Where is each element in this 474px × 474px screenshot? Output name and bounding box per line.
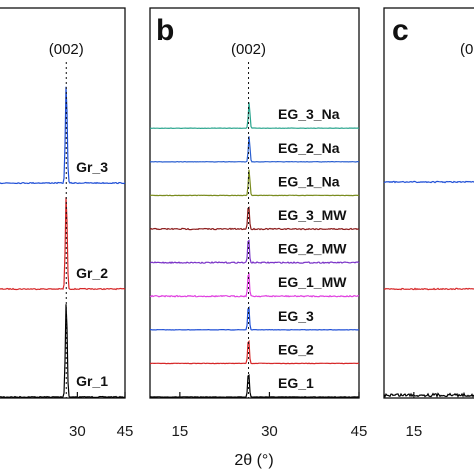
panel-c: (0 15 (383, 41, 474, 440)
peak-label-c: (0 (460, 41, 473, 58)
x-tick-label-b-30: 30 (261, 423, 278, 440)
series-label-EG_2: EG_2 (278, 341, 314, 357)
series-label-EG_3: EG_3 (278, 308, 314, 324)
panel-a-frame (0, 7, 126, 399)
series-label-EG_1_Na: EG_1_Na (278, 173, 340, 189)
series-line-c-0 (383, 391, 474, 399)
series-label-EG_2_MW: EG_2_MW (278, 241, 347, 257)
x-tick-label-a-45: 45 (117, 423, 134, 440)
series-line-Gr_1 (0, 304, 126, 399)
x-tick-label-b-15: 15 (172, 423, 189, 440)
panel-b-letter: b (156, 14, 174, 47)
panel-c-frame (383, 7, 474, 399)
series-line-EG_2_Na (150, 136, 360, 163)
series-line-EG_1_MW (149, 272, 360, 298)
series-line-c-2 (383, 180, 474, 184)
series-line-EG_2_MW (149, 239, 360, 265)
series-label-Gr_2: Gr_2 (76, 265, 108, 281)
series-line-EG_3_Na (149, 102, 360, 130)
peak-label-a: (002) (49, 41, 84, 58)
series-line-Gr_3 (0, 86, 126, 185)
panel-b: EG_1 EG_2 EG_3 EG_1_MW EG_2_MW EG_3_MW EG_1_Na… (149, 41, 368, 440)
x-tick-label-b-45: 45 (351, 423, 368, 440)
series-label-EG_2_Na: EG_2_Na (278, 140, 340, 156)
series-label-EG_1_MW: EG_1_MW (278, 274, 347, 290)
series-line-EG_3_MW (149, 206, 360, 231)
peak-label-b: (002) (231, 41, 266, 58)
series-label-EG_3_MW: EG_3_MW (278, 207, 347, 223)
series-label-Gr_1: Gr_1 (76, 373, 108, 389)
x-axis-title: 2θ (°) (234, 452, 273, 469)
series-line-EG_1_Na (149, 169, 360, 197)
series-line-EG_3 (150, 306, 360, 331)
series-label-EG_1: EG_1 (278, 375, 314, 391)
panel-c-letter: c (392, 14, 409, 47)
series-line-EG_1 (149, 374, 360, 398)
series-label-Gr_3: Gr_3 (76, 159, 108, 175)
series-line-c-1 (383, 287, 474, 291)
x-tick-label-a-30: 30 (69, 423, 86, 440)
x-tick-label-c-15: 15 (406, 423, 423, 440)
series-line-Gr_2 (0, 197, 126, 291)
panel-a: Gr_1 Gr_2 Gr_3 (002) 30 45 (0, 41, 133, 440)
series-label-EG_3_Na: EG_3_Na (278, 106, 340, 122)
series-line-EG_2 (150, 339, 360, 365)
panel-b-frame (149, 7, 360, 399)
